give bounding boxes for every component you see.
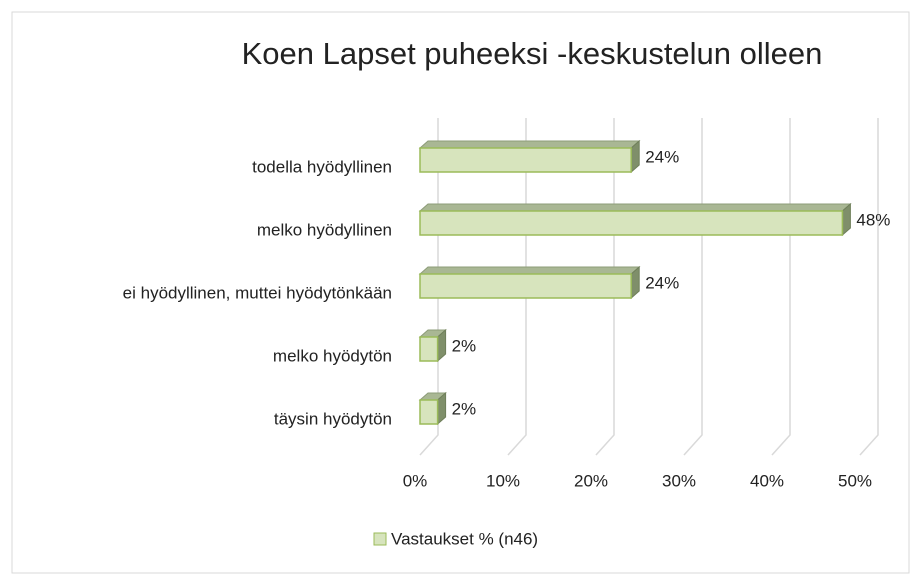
data-label: 2% xyxy=(452,399,477,418)
chart-title: Koen Lapset puheeksi -keskustelun olleen xyxy=(242,36,823,71)
y-tick-label: täysin hyödytön xyxy=(274,409,392,428)
bar-group xyxy=(418,391,447,426)
x-tick-label: 50% xyxy=(838,471,872,490)
bar-top-face xyxy=(418,140,641,149)
legend-swatch xyxy=(373,532,387,546)
bar-group xyxy=(418,139,641,174)
bar xyxy=(419,210,844,236)
data-label: 48% xyxy=(856,210,890,229)
data-label: 2% xyxy=(452,336,477,355)
grid-line xyxy=(859,118,879,456)
y-tick-label: ei hyödyllinen, muttei hyödytönkään xyxy=(123,283,392,302)
data-label: 24% xyxy=(645,147,679,166)
bar xyxy=(419,273,632,299)
y-tick-label: todella hyödyllinen xyxy=(252,157,392,176)
y-tick-label: melko hyödyllinen xyxy=(257,220,392,239)
data-label: 24% xyxy=(645,273,679,292)
bar xyxy=(419,336,439,362)
y-tick-label: melko hyödytön xyxy=(273,346,392,365)
x-tick-label: 30% xyxy=(662,471,696,490)
bar-group xyxy=(418,202,852,237)
legend-label: Vastaukset % (n46) xyxy=(391,529,538,548)
bar-group xyxy=(418,328,447,363)
bar-top-face xyxy=(418,266,641,275)
bar-top-face xyxy=(418,203,852,212)
bar xyxy=(419,147,632,173)
bar xyxy=(419,399,439,425)
x-tick-label: 0% xyxy=(403,471,428,490)
x-tick-label: 10% xyxy=(486,471,520,490)
x-tick-label: 40% xyxy=(750,471,784,490)
x-tick-label: 20% xyxy=(574,471,608,490)
bar-group xyxy=(418,265,641,300)
